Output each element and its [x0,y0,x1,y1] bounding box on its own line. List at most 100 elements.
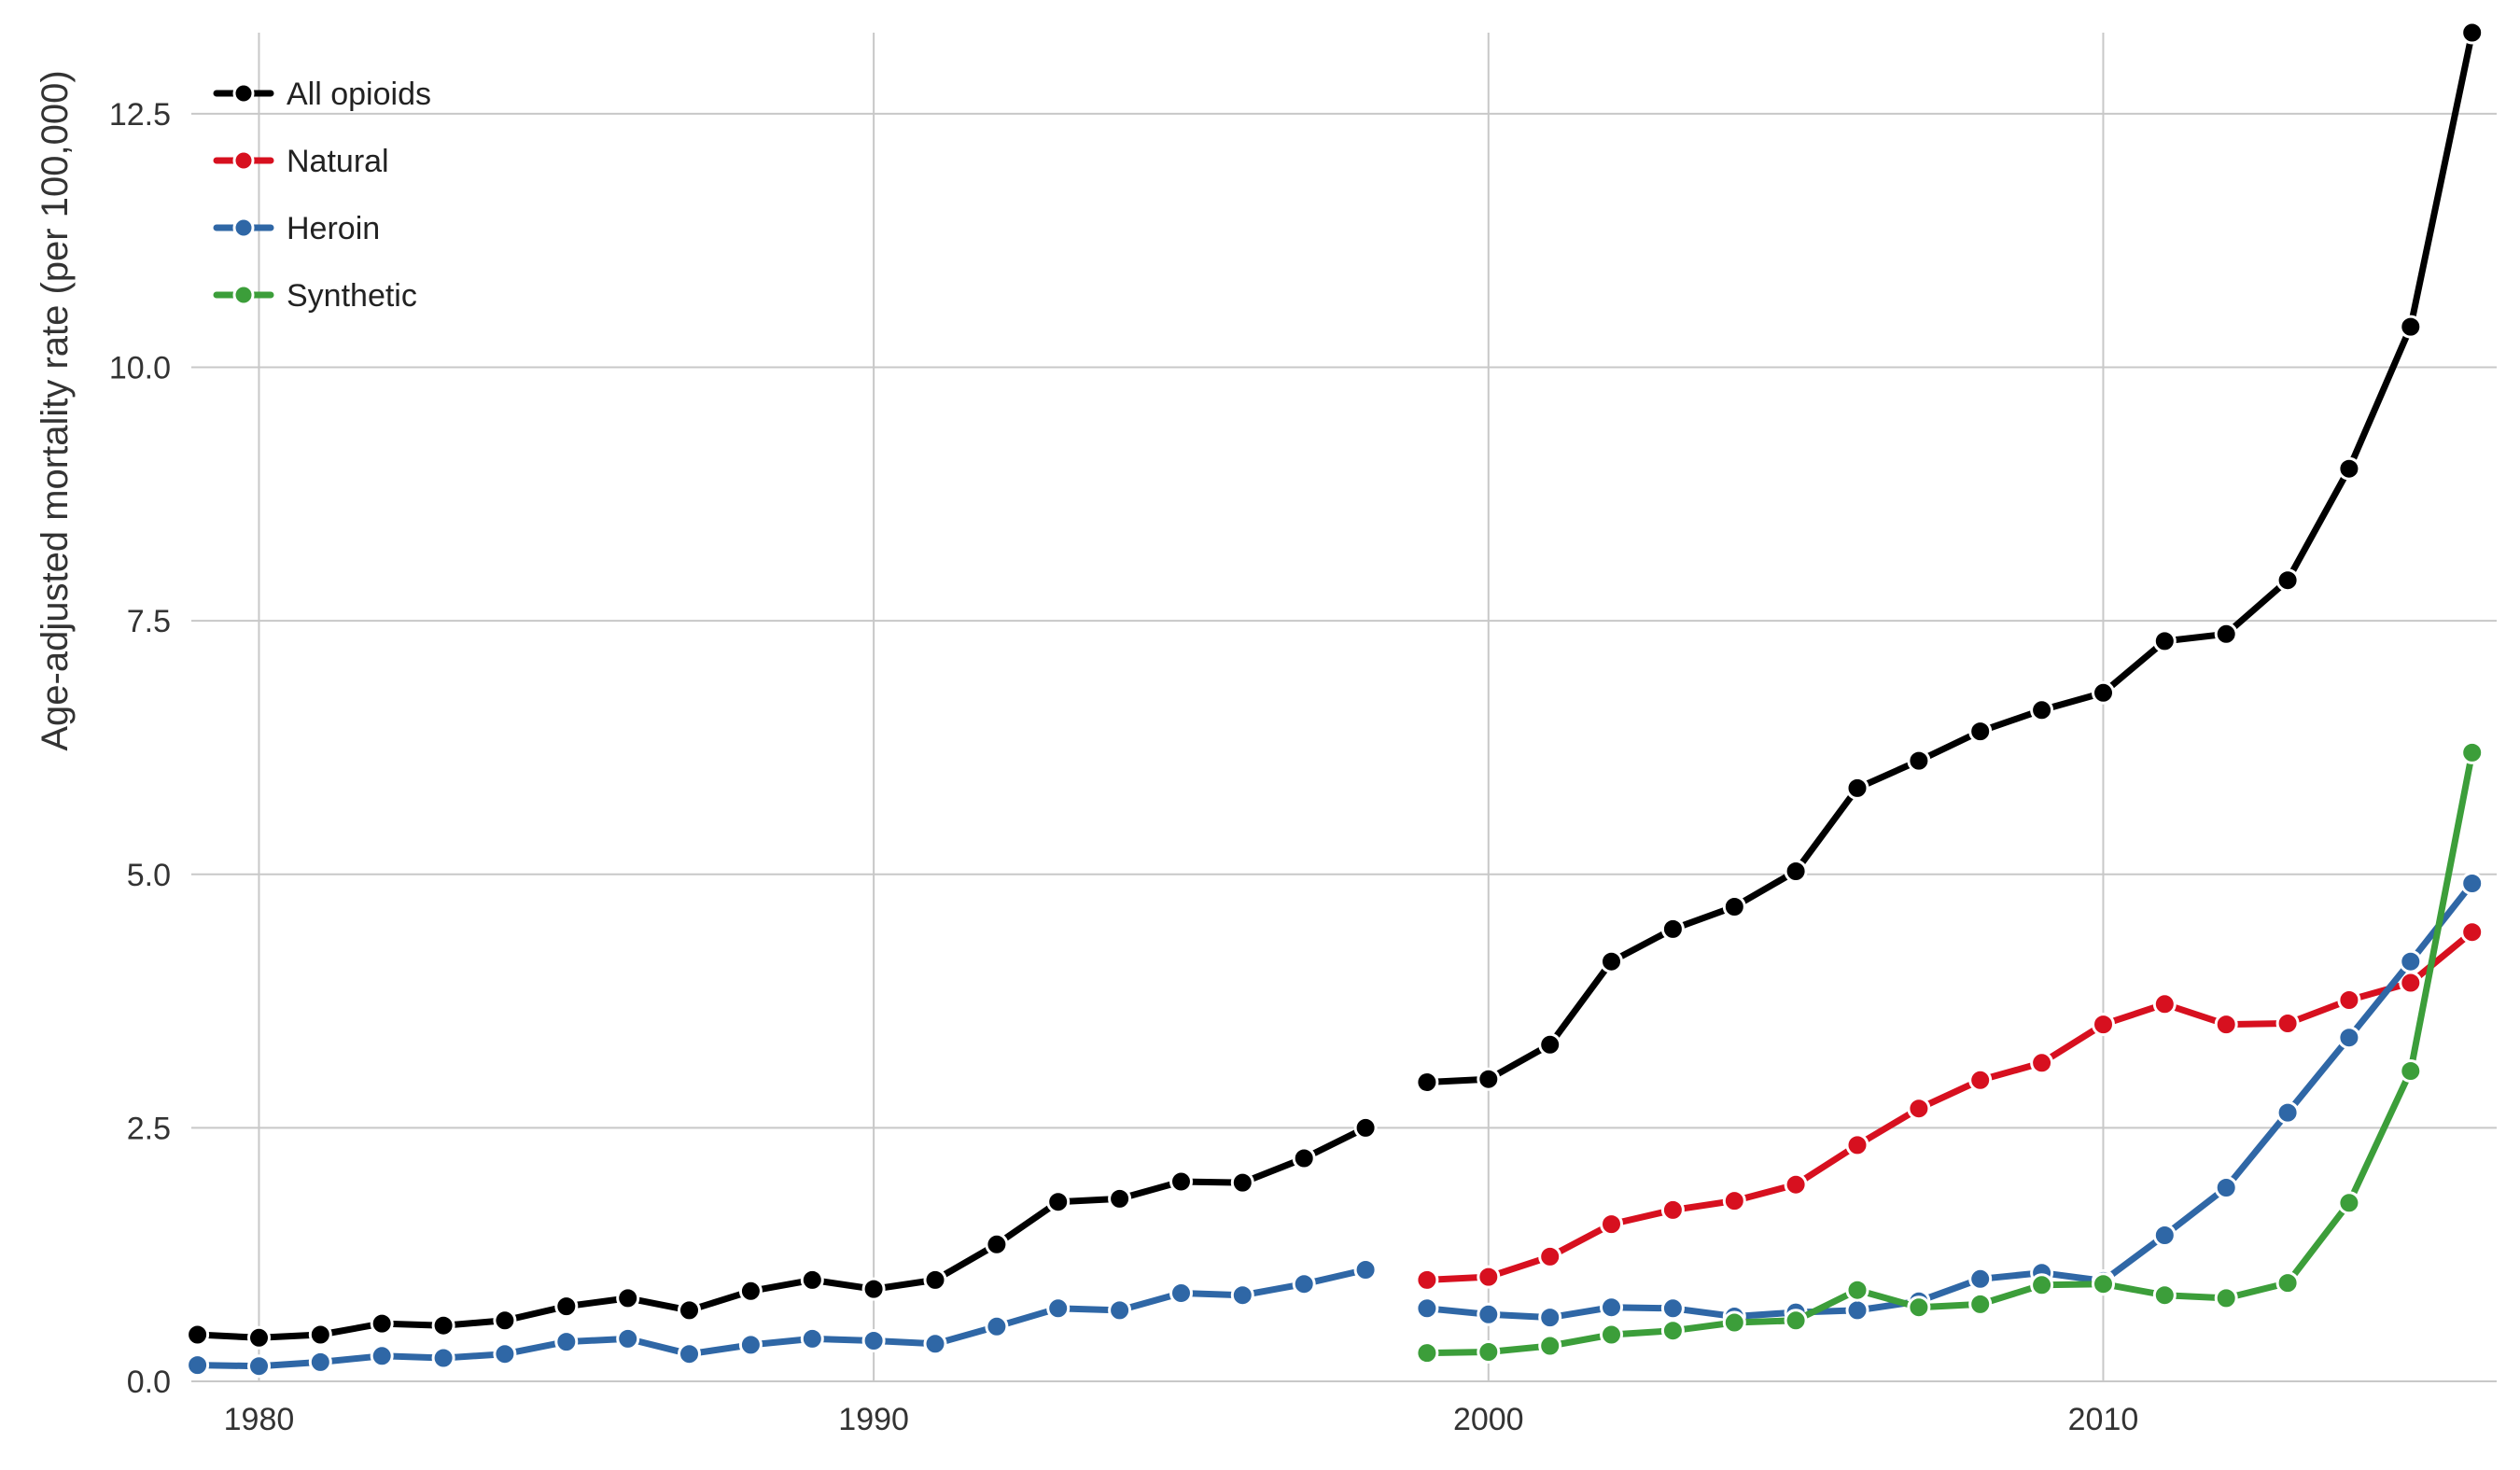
legend-label: Natural [287,144,389,179]
data-point-natural [2275,1012,2300,1035]
y-tick-label: 5.0 [127,858,171,893]
data-point-synthetic [1538,1334,1562,1358]
data-point-all-opioids [1660,917,1685,941]
series-lines [186,21,2485,1379]
data-point-all-opioids [1108,1186,1132,1211]
data-point-all-opioids [1722,895,1746,918]
data-point-heroin [2337,1026,2361,1050]
data-point-all-opioids [2152,629,2177,653]
data-point-synthetic [1845,1278,1869,1302]
data-point-natural [2214,1013,2238,1037]
data-point-all-opioids [2460,21,2485,45]
data-point-natural [1415,1267,1439,1292]
data-point-natural [1968,1068,1993,1092]
data-point-heroin [370,1344,394,1368]
data-point-synthetic [2399,1059,2423,1083]
data-point-natural [2460,920,2485,945]
data-point-synthetic [1968,1292,1993,1316]
series-all-opioids [186,21,2485,1350]
data-point-heroin [861,1329,886,1352]
legend-item-heroin: Heroin [213,211,380,246]
y-tick-label: 12.5 [109,97,171,133]
grid [191,33,2497,1382]
series-line-all-opioids [1423,29,2476,1085]
y-tick-label: 2.5 [127,1111,171,1146]
data-point-all-opioids [186,1323,210,1347]
data-point-heroin [1477,1302,1501,1326]
data-point-all-opioids [2092,680,2115,705]
data-point-all-opioids [1907,749,1931,773]
series-synthetic [1415,740,2485,1365]
data-point-all-opioids [1845,776,1869,800]
data-point-heroin [431,1346,455,1370]
data-point-heroin [2460,872,2485,895]
data-point-synthetic [1477,1340,1501,1364]
data-point-natural [1477,1265,1501,1289]
legend-swatch-marker [232,149,255,172]
data-point-heroin [1230,1283,1254,1308]
data-point-synthetic [2214,1286,2238,1310]
data-point-all-opioids [2399,315,2423,339]
y-tick-label: 0.0 [127,1365,171,1400]
data-point-heroin [493,1342,517,1366]
data-point-all-opioids [1600,949,1623,973]
y-tick-label: 10.0 [109,351,171,386]
data-point-all-opioids [1292,1146,1316,1170]
data-point-all-opioids [2214,622,2238,646]
data-point-all-opioids [1784,860,1808,883]
data-point-all-opioids [738,1279,763,1303]
data-point-all-opioids [1968,720,1993,744]
data-point-all-opioids [1230,1170,1254,1195]
data-point-synthetic [1784,1309,1808,1333]
data-point-synthetic [1907,1295,1931,1320]
legend-label: Synthetic [287,278,417,314]
data-point-heroin [554,1330,579,1354]
data-point-heroin [1968,1267,1993,1291]
x-tick-label: 2010 [2068,1402,2139,1437]
data-point-natural [2092,1013,2115,1037]
data-point-heroin [1415,1296,1439,1321]
data-point-all-opioids [493,1309,517,1333]
data-point-heroin [308,1350,332,1374]
data-point-natural [1722,1189,1746,1213]
data-point-natural [2152,992,2177,1016]
legend-swatch-marker [232,217,255,239]
data-point-heroin [678,1342,701,1366]
x-tick-label: 2000 [1453,1402,1524,1437]
data-point-heroin [1845,1298,1869,1323]
data-point-synthetic [2092,1272,2115,1296]
x-tick-label: 1990 [838,1402,909,1437]
data-point-all-opioids [1415,1071,1439,1094]
y-tick-label: 7.5 [127,604,171,639]
data-point-all-opioids [923,1267,947,1292]
data-point-heroin [1600,1295,1623,1320]
legend-label: All opioids [287,77,431,112]
data-point-heroin [1169,1281,1193,1305]
data-point-heroin [1292,1272,1316,1296]
legend-item-natural: Natural [213,144,389,179]
series-line-all-opioids [194,1124,1369,1341]
data-point-synthetic [2337,1191,2361,1215]
data-point-heroin [2152,1224,2177,1247]
data-point-all-opioids [1353,1115,1378,1140]
data-point-natural [1600,1212,1623,1237]
data-point-all-opioids [2275,568,2300,593]
data-point-all-opioids [616,1286,640,1310]
data-point-synthetic [2275,1271,2300,1295]
y-axis-title: Age-adjusted mortality rate (per 100,000… [35,70,76,750]
data-point-all-opioids [985,1232,1009,1256]
data-point-heroin [2275,1100,2300,1125]
data-point-heroin [1108,1298,1132,1323]
data-point-heroin [616,1326,640,1351]
data-point-natural [2337,988,2361,1012]
data-point-heroin [2214,1176,2238,1199]
data-point-natural [1907,1097,1931,1121]
series-line-natural [1423,929,2476,1283]
data-point-synthetic [2030,1273,2054,1297]
data-point-all-opioids [1477,1067,1501,1091]
data-point-heroin [186,1353,210,1378]
data-point-all-opioids [247,1325,271,1350]
data-point-heroin [2399,949,2423,973]
data-point-synthetic [1600,1323,1623,1347]
